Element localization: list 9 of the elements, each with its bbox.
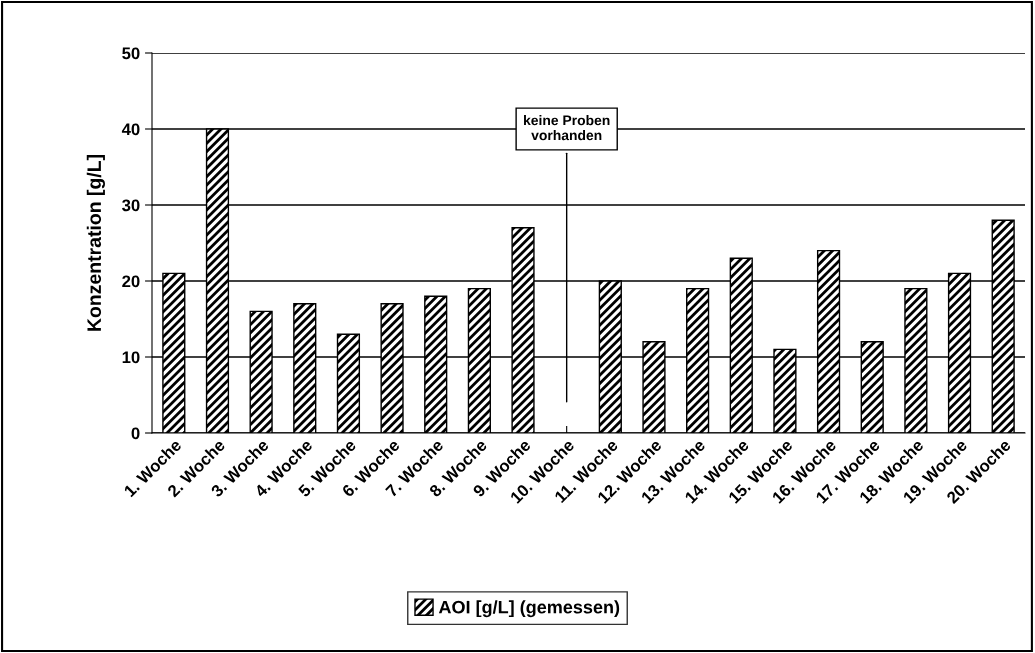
legend-label: AOI [g/L] (gemessen) <box>438 600 620 618</box>
annotation: keine Proben vorhanden <box>524 115 610 141</box>
y-tick-label: 10 <box>122 351 140 364</box>
y-tick-label: 0 <box>131 427 140 440</box>
y-tick-label: 30 <box>122 199 140 212</box>
y-axis-title: Konzentration [g/L] <box>86 154 105 331</box>
y-tick-label: 40 <box>121 123 140 136</box>
y-tick-label: 50 <box>122 47 140 60</box>
y-tick-label: 20 <box>122 275 140 288</box>
